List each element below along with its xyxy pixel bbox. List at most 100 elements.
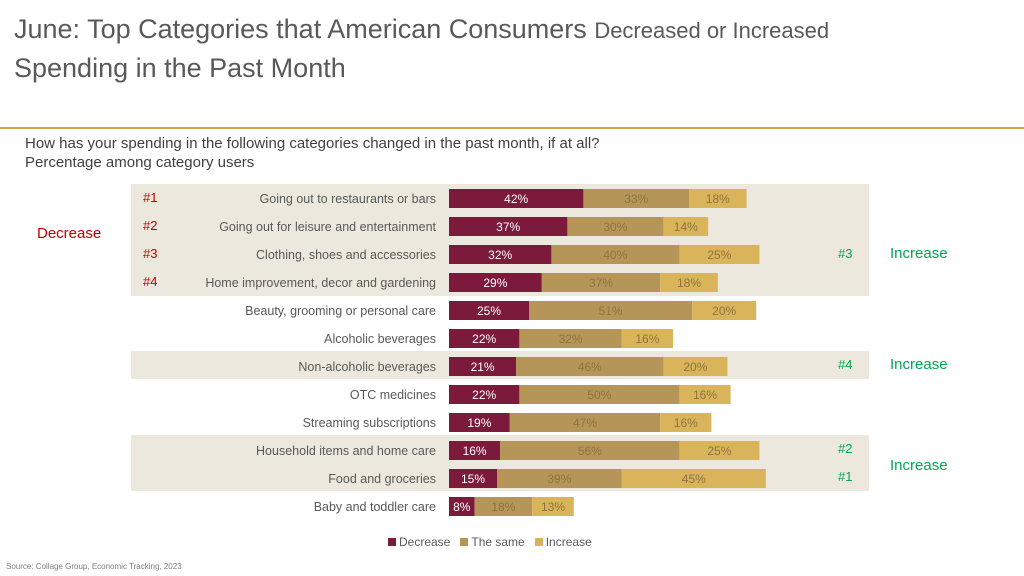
legend-swatch-increase	[534, 538, 543, 546]
category-label: OTC medicines	[350, 388, 436, 402]
data-label: 8%	[453, 500, 471, 514]
data-label: 25%	[707, 248, 731, 262]
rank-right-3: #3	[838, 246, 853, 261]
legend-label-same: The same	[471, 535, 525, 549]
data-label: 16%	[463, 444, 487, 458]
bar-segment-decrease	[449, 245, 552, 264]
bar-segment-decrease	[449, 385, 520, 404]
data-label: 18%	[491, 500, 515, 514]
data-label: 18%	[706, 192, 730, 206]
category-label: Home improvement, decor and gardening	[205, 276, 436, 290]
bar-segment-the-same	[474, 497, 533, 516]
bar-segment-the-same	[567, 217, 664, 236]
increase-label-1: Increase	[890, 245, 948, 262]
data-label: 37%	[589, 276, 613, 290]
bar-segment-decrease	[449, 217, 568, 236]
data-label: 29%	[483, 276, 507, 290]
increase-label-2: Increase	[890, 356, 948, 373]
survey-question: How has your spending in the following c…	[25, 134, 600, 172]
category-label: Streaming subscriptions	[303, 416, 436, 430]
rank-left-2: #2	[143, 218, 158, 233]
bar-segment-increase	[663, 217, 709, 236]
data-label: 51%	[599, 304, 623, 318]
data-label: 15%	[461, 472, 485, 486]
data-label: 18%	[677, 276, 701, 290]
bar-segment-decrease	[449, 273, 542, 292]
bar-segment-the-same	[516, 357, 664, 376]
bar-segment-increase	[663, 357, 728, 376]
source-note: Source: Collage Group, Economic Tracking…	[6, 562, 182, 571]
bar-segment-decrease	[449, 189, 584, 208]
bar-segment-the-same	[529, 301, 693, 320]
data-label: 56%	[578, 444, 602, 458]
bar-segment-increase	[692, 301, 757, 320]
category-label: Clothing, shoes and accessories	[256, 248, 436, 262]
legend-label-decrease: Decrease	[399, 535, 451, 549]
bar-segment-the-same	[583, 189, 689, 208]
title-part-3: Spending in the Past Month	[14, 53, 346, 83]
bar-segment-decrease	[449, 357, 517, 376]
bar-segment-the-same	[509, 413, 661, 432]
data-label: 45%	[682, 472, 706, 486]
data-label: 16%	[635, 332, 659, 346]
rank-right-1: #1	[838, 469, 853, 484]
data-label: 46%	[578, 360, 602, 374]
rank-left-1: #1	[143, 190, 158, 205]
bar-segment-decrease	[449, 301, 529, 320]
category-label: Baby and toddler care	[314, 500, 436, 514]
data-label: 16%	[693, 388, 717, 402]
bar-segment-increase	[679, 441, 760, 460]
data-label: 47%	[573, 416, 597, 430]
bar-segment-decrease	[449, 497, 475, 516]
data-label: 22%	[472, 332, 496, 346]
legend-swatch-decrease	[388, 538, 396, 546]
bar-segment-decrease	[449, 469, 497, 488]
rank-left-4: #4	[143, 274, 158, 289]
category-label: Going out for leisure and entertainment	[219, 220, 436, 234]
legend-item-decrease: Decrease	[388, 535, 450, 549]
bar-segment-the-same	[519, 329, 622, 348]
chart-legend: Decrease The same Increase	[388, 535, 592, 549]
legend-item-same: The same	[460, 535, 525, 549]
data-label: 33%	[624, 192, 648, 206]
question-line-1: How has your spending in the following c…	[25, 135, 600, 152]
legend-label-increase: Increase	[545, 535, 592, 549]
data-label: 16%	[674, 416, 698, 430]
legend-item-increase: Increase	[534, 535, 592, 549]
bar-segment-increase	[660, 273, 718, 292]
bar-segment-the-same	[497, 469, 622, 488]
bar-segment-increase	[621, 329, 673, 348]
data-label: 25%	[707, 444, 731, 458]
data-label: 40%	[603, 248, 627, 262]
data-label: 32%	[488, 248, 512, 262]
data-label: 37%	[496, 220, 520, 234]
data-label: 39%	[547, 472, 571, 486]
category-label: Beauty, grooming or personal care	[245, 304, 436, 318]
bar-segment-decrease	[449, 441, 501, 460]
bar-segment-the-same	[519, 385, 680, 404]
data-label: 21%	[471, 360, 495, 374]
title-divider	[0, 127, 1024, 129]
bar-segment-the-same	[551, 245, 680, 264]
bar-segment-increase	[532, 497, 574, 516]
data-label: 25%	[477, 304, 501, 318]
rank-left-3: #3	[143, 246, 158, 261]
category-label: Alcoholic beverages	[324, 332, 436, 346]
data-label: 22%	[472, 388, 496, 402]
bar-segment-increase	[679, 245, 760, 264]
increase-label-3: Increase	[890, 457, 948, 474]
data-label: 50%	[587, 388, 611, 402]
bar-segment-the-same	[500, 441, 680, 460]
category-label: Going out to restaurants or bars	[260, 192, 436, 206]
legend-swatch-same	[460, 538, 469, 546]
bar-segment-decrease	[449, 329, 520, 348]
category-label: Household items and home care	[256, 444, 436, 458]
decrease-label: Decrease	[37, 225, 102, 242]
bar-segment-increase	[660, 413, 712, 432]
data-label: 42%	[504, 192, 528, 206]
page-title: June: Top Categories that American Consu…	[14, 12, 1004, 90]
data-label: 13%	[541, 500, 565, 514]
data-label: 14%	[674, 220, 698, 234]
data-label: 19%	[467, 416, 491, 430]
